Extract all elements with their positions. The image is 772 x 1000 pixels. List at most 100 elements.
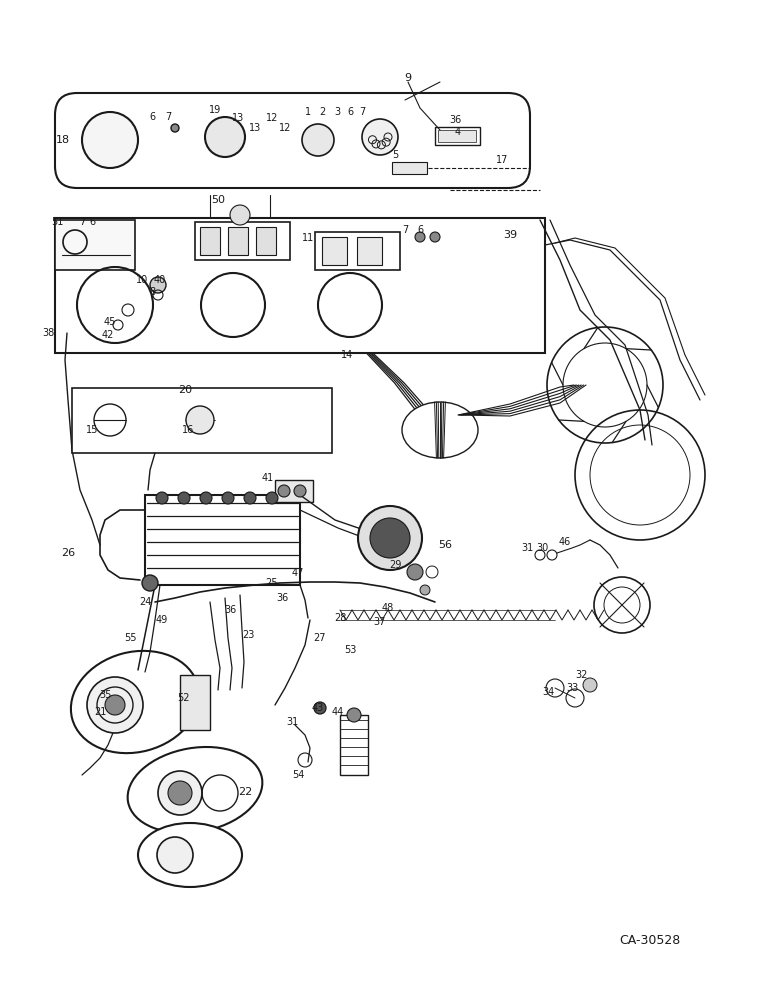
Text: 10: 10 (136, 275, 148, 285)
Bar (357, 237, 382, 265)
Text: 4: 4 (455, 127, 461, 137)
Text: 7: 7 (359, 107, 365, 117)
Circle shape (420, 585, 430, 595)
Text: 18: 18 (56, 135, 70, 145)
Text: 50: 50 (211, 195, 225, 205)
Bar (55, 218, 545, 353)
Circle shape (230, 205, 250, 225)
Bar (275, 480, 313, 502)
Circle shape (294, 485, 306, 497)
Circle shape (222, 492, 234, 504)
Circle shape (82, 112, 138, 168)
Text: 31: 31 (521, 543, 533, 553)
Text: 54: 54 (292, 770, 304, 780)
Text: 51: 51 (51, 217, 63, 227)
Text: 29: 29 (389, 560, 401, 570)
Text: 22: 22 (238, 787, 252, 797)
Text: 7: 7 (402, 225, 408, 235)
Text: 41: 41 (262, 473, 274, 483)
Circle shape (278, 485, 290, 497)
Text: 33: 33 (566, 683, 578, 693)
Text: 1: 1 (305, 107, 311, 117)
Text: 43: 43 (312, 703, 324, 713)
Text: 49: 49 (156, 615, 168, 625)
Text: 39: 39 (503, 230, 517, 240)
Text: 47: 47 (292, 568, 304, 578)
Circle shape (583, 678, 597, 692)
Text: 28: 28 (334, 613, 346, 623)
Text: 20: 20 (178, 385, 192, 395)
Circle shape (156, 492, 168, 504)
Text: 5: 5 (392, 150, 398, 160)
Text: 9: 9 (405, 73, 411, 83)
Text: 56: 56 (438, 540, 452, 550)
Circle shape (370, 518, 410, 558)
Circle shape (205, 117, 245, 157)
Text: CA-30528: CA-30528 (619, 934, 681, 946)
Text: 25: 25 (266, 578, 278, 588)
Text: 7: 7 (79, 217, 85, 227)
Circle shape (150, 277, 166, 293)
Circle shape (407, 564, 423, 580)
Text: 36: 36 (276, 593, 288, 603)
Text: 42: 42 (102, 330, 114, 340)
Circle shape (158, 771, 202, 815)
Text: 14: 14 (341, 350, 353, 360)
Text: 31: 31 (286, 717, 298, 727)
Text: 44: 44 (332, 707, 344, 717)
Bar (435, 127, 480, 145)
Circle shape (178, 492, 190, 504)
Text: 12: 12 (279, 123, 291, 133)
Text: 17: 17 (496, 155, 508, 165)
Bar (145, 495, 300, 585)
Bar (322, 237, 347, 265)
Text: 32: 32 (576, 670, 588, 680)
Text: 6: 6 (149, 112, 155, 122)
Circle shape (362, 119, 398, 155)
Text: 19: 19 (209, 105, 221, 115)
Text: 6: 6 (417, 225, 423, 235)
Text: 7: 7 (165, 112, 171, 122)
Text: 38: 38 (42, 328, 54, 338)
Text: 24: 24 (139, 597, 151, 607)
Text: 23: 23 (242, 630, 254, 640)
Bar (256, 227, 276, 255)
Text: 11: 11 (302, 233, 314, 243)
Text: 46: 46 (559, 537, 571, 547)
Bar (200, 227, 220, 255)
Circle shape (87, 677, 143, 733)
Text: 48: 48 (382, 603, 394, 613)
Text: 12: 12 (266, 113, 278, 123)
Bar (392, 162, 427, 174)
Ellipse shape (71, 651, 199, 753)
Text: 21: 21 (94, 707, 107, 717)
Text: 6: 6 (89, 217, 95, 227)
Circle shape (105, 695, 125, 715)
Text: 13: 13 (249, 123, 261, 133)
Circle shape (358, 506, 422, 570)
Text: 27: 27 (313, 633, 327, 643)
Circle shape (430, 232, 440, 242)
Bar (228, 227, 248, 255)
Circle shape (347, 708, 361, 722)
Circle shape (168, 781, 192, 805)
Text: 6: 6 (347, 107, 353, 117)
Text: 15: 15 (86, 425, 98, 435)
Circle shape (200, 492, 212, 504)
FancyBboxPatch shape (55, 93, 530, 188)
Text: 45: 45 (103, 317, 117, 327)
Text: 40: 40 (154, 275, 166, 285)
Text: 8: 8 (149, 287, 155, 297)
Text: 34: 34 (542, 687, 554, 697)
Text: 36: 36 (449, 115, 461, 125)
Text: 36: 36 (224, 605, 236, 615)
Ellipse shape (138, 823, 242, 887)
Text: 53: 53 (344, 645, 356, 655)
Text: 26: 26 (61, 548, 75, 558)
Circle shape (186, 406, 214, 434)
Text: 2: 2 (319, 107, 325, 117)
Text: 52: 52 (177, 693, 189, 703)
Ellipse shape (127, 747, 262, 833)
Bar (315, 232, 400, 270)
Text: 55: 55 (124, 633, 136, 643)
